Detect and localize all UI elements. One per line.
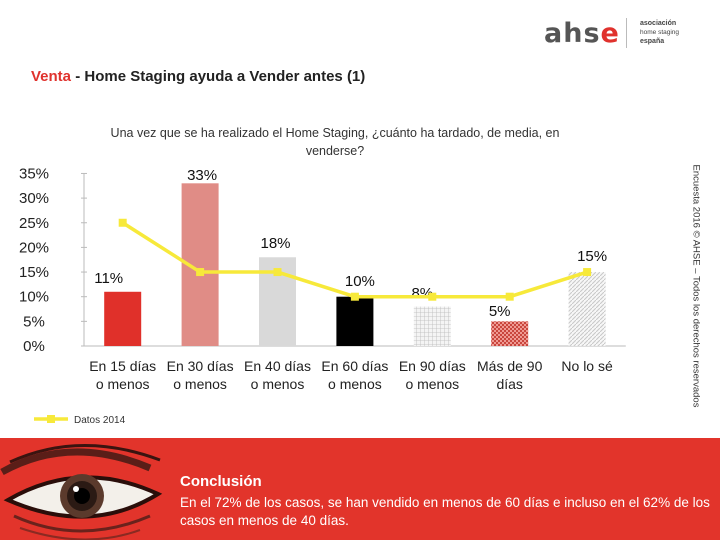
legend-label: Datos 2014 <box>74 415 126 426</box>
bar-value-label: 10% <box>345 273 375 290</box>
page-title-accent: Venta <box>31 68 72 85</box>
bar <box>568 272 606 346</box>
bar-value-label: 5% <box>489 303 511 320</box>
page-title: Venta - Home Staging ayuda a Vender ante… <box>31 68 365 85</box>
x-tick-label: En 15 días <box>89 358 156 374</box>
x-tick-label: o menos <box>405 376 459 392</box>
bar <box>413 306 451 346</box>
bar-value-label: 11% <box>94 270 123 287</box>
y-tick-label: 25% <box>19 215 49 232</box>
ahse-logo: ahse asociación home staging españa <box>530 12 710 52</box>
conclusion-banner <box>0 438 720 540</box>
x-tick-label: En 40 días <box>244 358 311 374</box>
legend-swatch-marker <box>47 415 55 423</box>
y-tick-label: 5% <box>23 313 45 330</box>
x-tick-label: o menos <box>173 376 227 392</box>
x-tick-label: Más de 90 <box>477 358 543 374</box>
conclusion-text: En el 72% de los casos, se han vendido e… <box>180 495 710 528</box>
y-tick-label: 10% <box>19 289 49 306</box>
bar <box>336 296 374 346</box>
logo-line-2: home staging <box>640 29 680 36</box>
logo-line-1: asociación <box>640 20 677 27</box>
x-tick-label: En 30 días <box>167 358 234 374</box>
x-tick-label: No lo sé <box>561 358 613 374</box>
logo-mark-main: ahs <box>544 18 601 49</box>
x-tick-label: días <box>496 376 522 392</box>
y-tick-label: 15% <box>19 264 49 281</box>
y-tick-label: 30% <box>19 190 49 207</box>
page-title-rest: - Home Staging ayuda a Vender antes (1) <box>71 68 366 85</box>
eye-illustration-icon <box>0 438 175 540</box>
logo-mark: ahse <box>544 18 620 49</box>
x-tick-label: o menos <box>96 376 150 392</box>
series-point <box>196 268 205 277</box>
bar-value-label: 33% <box>187 167 217 184</box>
x-tick-label: o menos <box>328 376 382 392</box>
bar-value-label: 18% <box>260 235 290 252</box>
chart-title: Una vez que se ha realizado el Home Stag… <box>110 126 560 158</box>
x-tick-label: En 60 días <box>321 358 388 374</box>
series-point <box>428 292 437 301</box>
x-tick-label: o menos <box>251 376 305 392</box>
bar <box>491 321 529 346</box>
logo-text: asociación home staging españa <box>640 19 679 46</box>
y-tick-label: 35% <box>19 165 49 182</box>
logo-separator <box>626 18 627 48</box>
series-point <box>505 292 514 301</box>
series-point <box>118 218 127 227</box>
series-point <box>583 268 592 277</box>
logo-line-3: españa <box>640 38 665 45</box>
conclusion-heading: Conclusión <box>180 473 262 490</box>
series-point <box>273 268 282 277</box>
bar <box>104 291 142 346</box>
bar-chart: 0%5%10%15%20%25%30%35% 11%33%18%10%8%5%1… <box>19 165 626 426</box>
bar-value-label: 15% <box>577 248 607 265</box>
logo-mark-accent: e <box>600 18 620 49</box>
series-point <box>350 292 359 301</box>
y-tick-label: 0% <box>23 338 45 355</box>
x-tick-label: En 90 días <box>399 358 466 374</box>
y-tick-label: 20% <box>19 239 49 256</box>
